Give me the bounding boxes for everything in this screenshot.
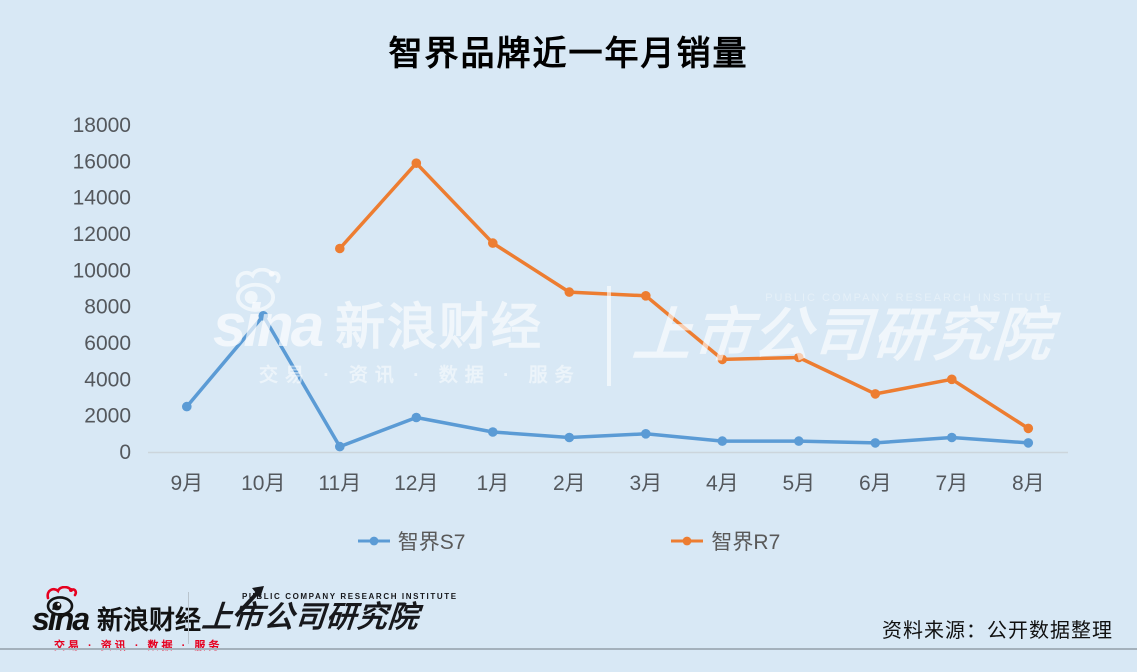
x-tick-label: 6月 [859, 472, 892, 495]
footer-sina-wordmark: sina [32, 601, 90, 637]
data-point-智界R7-7月 [947, 374, 957, 385]
data-point-智界S7-7月 [947, 432, 957, 443]
data-point-智界R7-8月 [1023, 423, 1034, 434]
s7-line-marker-icon [357, 536, 390, 546]
data-point-智界S7-6月 [870, 438, 881, 448]
legend-label-s7: 智界S7 [397, 531, 466, 554]
data-point-智界R7-12月 [411, 158, 422, 168]
data-point-智界S7-10月 [258, 311, 269, 321]
line-chart-canvas: 0 2000 4000 6000 8000 10000 12000 14000 16000 180… [73, 114, 1068, 495]
data-point-智界R7-6月 [870, 389, 881, 399]
r7-line-marker-icon [671, 536, 704, 546]
y-tick-label: 6000 [84, 332, 131, 355]
data-point-智界S7-8月 [1023, 438, 1034, 448]
footer-pcri-caption: PUBLIC COMPANY RESEARCH INSTITUTE [242, 592, 458, 601]
x-tick-label: 7月 [935, 472, 968, 495]
x-tick-label: 4月 [706, 472, 739, 495]
data-source-note: 资料来源：公开数据整理 [882, 620, 1113, 642]
data-point-智界R7-5月 [794, 352, 804, 363]
footer-pcri-name: 上市公司研究院 [200, 601, 421, 634]
footer-sina-logo: sina 新浪财经 交易 · 资讯 · 数据 · 服务 [32, 586, 223, 653]
data-point-智界S7-5月 [794, 436, 804, 446]
y-tick-label: 2000 [84, 405, 131, 428]
y-tick-label: 8000 [84, 296, 131, 319]
chart-legend: 智界S7 智界R7 [0, 526, 1137, 556]
data-point-智界S7-1月 [488, 427, 498, 437]
footer-sina-brand: 新浪财经 [97, 605, 202, 635]
y-tick-label: 12000 [73, 223, 131, 246]
data-point-智界S7-2月 [564, 432, 575, 443]
x-tick-label: 11月 [318, 472, 361, 495]
data-point-智界R7-3月 [641, 291, 651, 301]
data-point-智界S7-9月 [182, 401, 192, 412]
footer-sina-tagline: 交易 · 资讯 · 数据 · 服务 [54, 640, 223, 652]
x-tick-label: 3月 [629, 472, 662, 495]
data-point-智界S7-12月 [411, 412, 422, 423]
legend-item-s7: 智界S7 [357, 526, 466, 556]
series-line-智界R7 [338, 161, 1031, 431]
data-point-智界S7-4月 [717, 436, 728, 446]
data-point-智界R7-4月 [717, 354, 728, 365]
y-tick-label: 10000 [73, 259, 131, 282]
x-tick-label: 1月 [476, 472, 509, 495]
y-tick-label: 18000 [73, 114, 131, 137]
chart-title: 智界品牌近一年月销量 [388, 35, 749, 73]
data-point-智界R7-1月 [488, 238, 498, 248]
legend-label-r7: 智界R7 [711, 531, 781, 554]
x-tick-label: 2月 [553, 472, 586, 495]
footer-pcri-logo: PUBLIC COMPANY RESEARCH INSTITUTE 上市公司研究… [200, 586, 458, 635]
sina-eye-icon [46, 586, 78, 616]
y-tick-label: 14000 [73, 187, 131, 210]
footer-rule [0, 648, 1137, 650]
x-tick-label: 12月 [394, 472, 438, 495]
pcri-arrow-icon [234, 586, 264, 618]
footer-logo-divider [188, 592, 189, 644]
data-point-智界S7-3月 [641, 429, 651, 439]
y-tick-label: 4000 [84, 368, 131, 391]
data-point-智界R7-11月 [335, 243, 345, 254]
x-tick-label: 10月 [241, 472, 285, 495]
legend-item-r7: 智界R7 [670, 526, 780, 556]
y-tick-label: 16000 [73, 150, 131, 173]
data-point-智界R7-2月 [564, 287, 575, 297]
series-line-智界S7 [185, 314, 1031, 449]
x-tick-label: 8月 [1012, 472, 1045, 495]
y-tick-label: 0 [119, 441, 131, 464]
data-point-智界S7-11月 [335, 441, 345, 452]
x-tick-label: 5月 [782, 472, 815, 495]
x-tick-label: 9月 [170, 472, 203, 495]
